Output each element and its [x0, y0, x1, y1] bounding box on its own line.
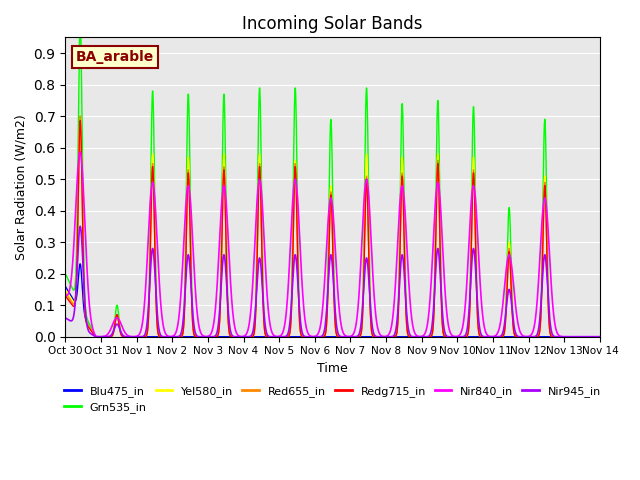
Nir840_in: [154, 259, 162, 264]
Nir840_in: [586, 334, 593, 340]
Line: Nir840_in: Nir840_in: [65, 152, 600, 337]
Nir945_in: [154, 321, 162, 326]
Red655_in: [267, 334, 275, 340]
Nir840_in: [290, 185, 298, 191]
Redg715_in: [123, 334, 131, 340]
Grn535_in: [528, 334, 536, 340]
Y-axis label: Solar Radiation (W/m2): Solar Radiation (W/m2): [15, 114, 28, 260]
Blu475_in: [61, 283, 69, 289]
Nir945_in: [596, 334, 604, 340]
Yel580_in: [123, 334, 131, 340]
Line: Grn535_in: Grn535_in: [65, 21, 600, 337]
Grn535_in: [290, 150, 298, 156]
Redg715_in: [76, 118, 84, 123]
Redg715_in: [61, 293, 69, 299]
Nir840_in: [61, 292, 69, 298]
Nir945_in: [123, 334, 131, 339]
Blu475_in: [76, 261, 84, 267]
Title: Incoming Solar Bands: Incoming Solar Bands: [243, 15, 423, 33]
Nir945_in: [76, 224, 84, 229]
Red655_in: [596, 334, 604, 340]
Yel580_in: [528, 334, 536, 340]
Nir945_in: [528, 334, 536, 340]
Nir945_in: [267, 334, 275, 339]
Grn535_in: [586, 334, 593, 340]
Nir840_in: [596, 334, 604, 340]
Red655_in: [154, 331, 162, 336]
Blu475_in: [529, 334, 536, 340]
Line: Yel580_in: Yel580_in: [65, 118, 600, 337]
Redg715_in: [290, 208, 298, 214]
Line: Blu475_in: Blu475_in: [65, 264, 600, 337]
Nir840_in: [123, 332, 131, 337]
Nir945_in: [61, 315, 69, 321]
Blu475_in: [189, 334, 196, 340]
Redg715_in: [154, 331, 162, 336]
Nir840_in: [267, 324, 275, 330]
Nir945_in: [586, 334, 593, 340]
Line: Red655_in: Red655_in: [65, 116, 600, 337]
Redg715_in: [267, 334, 275, 340]
Red655_in: [123, 334, 131, 340]
Yel580_in: [154, 331, 162, 336]
Grn535_in: [596, 334, 604, 340]
Nir945_in: [290, 263, 298, 269]
Text: BA_arable: BA_arable: [76, 50, 154, 64]
Red655_in: [586, 334, 593, 340]
Yel580_in: [290, 204, 298, 209]
Blu475_in: [267, 334, 275, 340]
Nir840_in: [76, 149, 84, 155]
Legend: Blu475_in, Grn535_in, Yel580_in, Red655_in, Redg715_in, Nir840_in, Nir945_in: Blu475_in, Grn535_in, Yel580_in, Red655_…: [60, 381, 605, 418]
Yel580_in: [267, 334, 275, 340]
Yel580_in: [596, 334, 604, 340]
Blu475_in: [290, 334, 298, 340]
Grn535_in: [76, 18, 84, 24]
Redg715_in: [528, 334, 536, 340]
Line: Redg715_in: Redg715_in: [65, 120, 600, 337]
Redg715_in: [596, 334, 604, 340]
Yel580_in: [76, 115, 84, 120]
Grn535_in: [61, 271, 69, 276]
X-axis label: Time: Time: [317, 362, 348, 375]
Grn535_in: [267, 334, 275, 340]
Blu475_in: [154, 334, 162, 340]
Blu475_in: [586, 334, 594, 340]
Red655_in: [76, 113, 84, 119]
Red655_in: [61, 290, 69, 296]
Blu475_in: [123, 334, 131, 340]
Blu475_in: [596, 334, 604, 340]
Red655_in: [290, 206, 298, 212]
Nir840_in: [528, 331, 536, 336]
Grn535_in: [154, 329, 162, 335]
Yel580_in: [586, 334, 593, 340]
Redg715_in: [586, 334, 593, 340]
Grn535_in: [123, 334, 131, 340]
Yel580_in: [61, 287, 69, 292]
Red655_in: [528, 334, 536, 340]
Line: Nir945_in: Nir945_in: [65, 227, 600, 337]
